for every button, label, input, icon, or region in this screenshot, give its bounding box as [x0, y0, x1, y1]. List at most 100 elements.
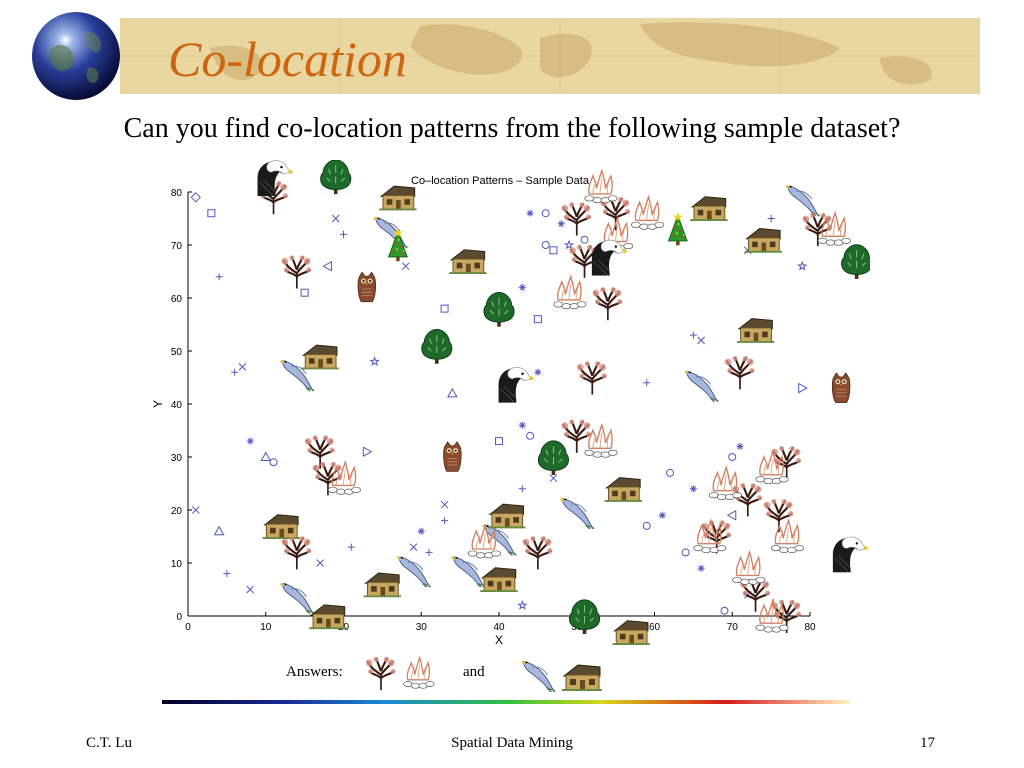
- marker-asterisk: [689, 485, 697, 493]
- answer-bird-icon: [520, 659, 557, 692]
- marker-asterisk: [518, 283, 526, 291]
- marker-plus: [441, 517, 449, 525]
- slide-title: Co-location: [168, 31, 407, 87]
- house-icon: [308, 603, 347, 630]
- marker-circle: [541, 209, 550, 218]
- marker-x: [316, 559, 325, 567]
- bird-icon: [683, 369, 720, 402]
- bird-icon: [450, 555, 486, 588]
- marker-plus: [643, 379, 651, 387]
- marker-asterisk: [658, 511, 666, 519]
- marker-square: [495, 437, 503, 446]
- marker-x: [331, 214, 340, 223]
- chart-icons: [257, 160, 870, 645]
- marker-x: [401, 262, 410, 271]
- marker-asterisk: [557, 220, 565, 228]
- fire-icon: [731, 551, 766, 586]
- tree-icon: [521, 535, 554, 571]
- house-icon: [736, 317, 775, 343]
- house-icon: [689, 195, 728, 221]
- slide-subtitle: Can you find co-location patterns from t…: [123, 113, 901, 144]
- house-icon: [612, 619, 651, 645]
- marker-triangle-up: [260, 451, 272, 461]
- bush-icon: [483, 291, 515, 328]
- y-tick-label: 40: [171, 400, 183, 411]
- house-icon: [363, 572, 402, 598]
- bush-icon: [421, 329, 453, 365]
- house-icon: [744, 227, 783, 253]
- y-tick-label: 80: [171, 188, 183, 199]
- globe-icon: [32, 12, 120, 100]
- marker-circle: [666, 468, 675, 477]
- marker-x: [440, 500, 449, 509]
- marker-plus: [518, 485, 526, 493]
- marker-plus: [767, 215, 775, 222]
- fire-icon: [770, 519, 805, 554]
- tree-icon: [723, 354, 756, 391]
- owl-icon: [357, 271, 377, 303]
- marker-diamond: [190, 192, 201, 203]
- marker-x: [191, 506, 200, 514]
- marker-square: [549, 246, 558, 255]
- marker-plus: [231, 368, 239, 376]
- marker-triangle-right: [362, 446, 373, 458]
- marker-asterisk: [736, 442, 744, 450]
- y-tick-label: 60: [171, 294, 183, 305]
- marker-x: [238, 363, 247, 371]
- x-tick-label: 10: [260, 622, 272, 633]
- house-icon: [487, 503, 526, 529]
- x-tick-label: 0: [185, 622, 191, 633]
- x-tick-label: 40: [493, 622, 505, 633]
- house-icon: [604, 476, 643, 502]
- marker-square: [300, 288, 309, 297]
- x-tick-label: 60: [649, 622, 661, 633]
- fire-icon: [708, 466, 743, 501]
- tree-icon: [560, 201, 593, 237]
- y-tick-label: 20: [171, 506, 183, 517]
- answers-label: Answers:: [286, 664, 343, 680]
- marker-star: [796, 260, 808, 271]
- chart-title: Co–location Patterns – Sample Data: [411, 175, 590, 187]
- bird-icon: [396, 555, 432, 588]
- house-icon: [448, 248, 487, 274]
- marker-asterisk: [534, 368, 542, 376]
- bush-icon: [320, 160, 352, 195]
- y-tick-label: 30: [171, 453, 183, 464]
- title-banner: [120, 18, 980, 94]
- marker-star: [563, 239, 575, 250]
- tree-icon: [731, 482, 764, 518]
- marker-circle: [720, 606, 729, 615]
- tree-icon: [591, 286, 624, 322]
- marker-square: [440, 304, 449, 313]
- marker-plus: [425, 548, 433, 556]
- answer-house-icon: [562, 664, 602, 691]
- marker-asterisk: [526, 209, 534, 217]
- tree-icon: [560, 418, 593, 454]
- marker-x: [549, 474, 558, 483]
- marker-circle: [728, 453, 737, 461]
- marker-plus: [689, 331, 697, 339]
- tree-icon: [575, 360, 608, 396]
- marker-circle: [642, 521, 651, 530]
- bird-icon: [559, 496, 595, 529]
- marker-circle: [681, 548, 690, 557]
- y-tick-label: 50: [171, 347, 183, 358]
- owl-icon: [443, 441, 462, 472]
- xmas-icon: [668, 212, 688, 246]
- tree-icon: [280, 535, 313, 571]
- marker-circle: [541, 241, 550, 249]
- marker-triangle-left: [726, 509, 737, 521]
- house-icon: [480, 566, 518, 592]
- marker-asterisk: [518, 421, 526, 429]
- marker-square: [207, 209, 216, 218]
- marker-square: [533, 315, 542, 324]
- eagle-icon: [498, 366, 535, 403]
- footer-course: Spatial Data Mining: [451, 735, 573, 751]
- tree-icon: [303, 434, 336, 470]
- marker-triangle-left: [322, 260, 332, 272]
- answers-and: and: [463, 664, 485, 680]
- marker-triangle-right: [798, 382, 808, 394]
- y-axis-label: Y: [151, 400, 165, 408]
- bush-icon: [841, 244, 870, 280]
- marker-plus: [223, 570, 231, 578]
